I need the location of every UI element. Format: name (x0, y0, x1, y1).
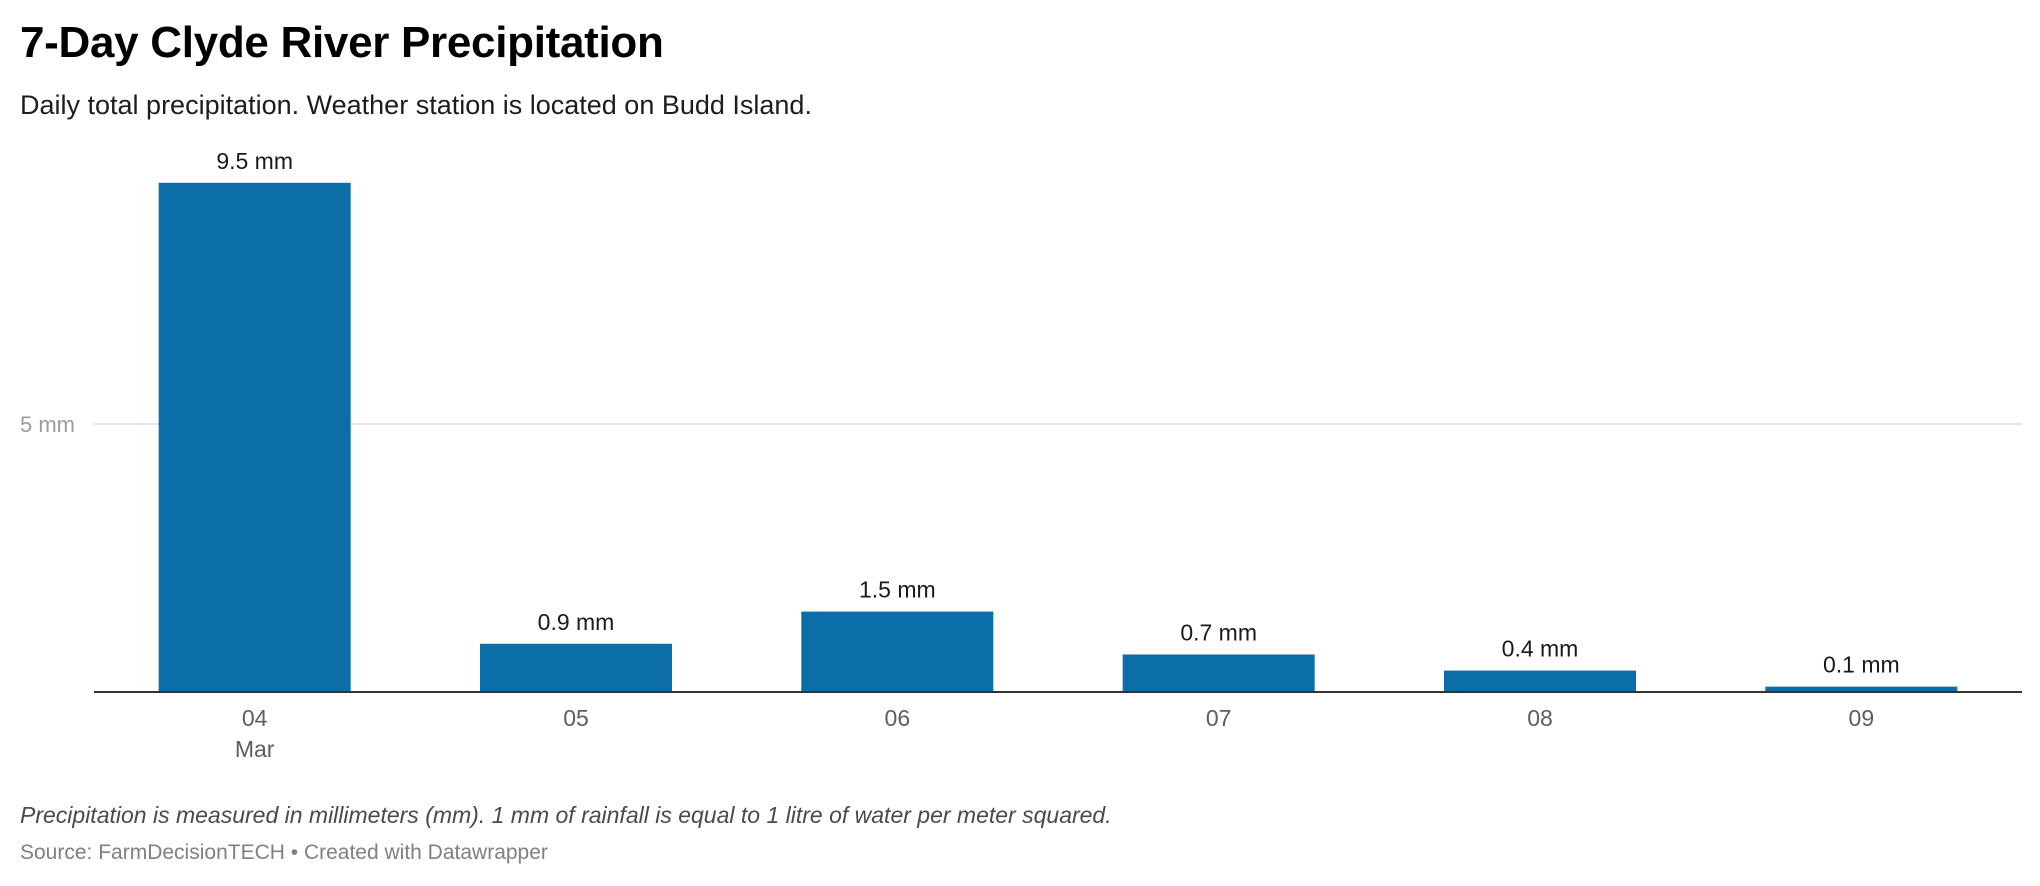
chart-notes: Precipitation is measured in millimeters… (20, 802, 1112, 828)
bar-value-label: 0.4 mm (1502, 636, 1579, 662)
datawrapper-credit: Created with Datawrapper (303, 841, 548, 864)
x-tick-label: 06 (885, 705, 911, 731)
bar-value-label: 1.5 mm (859, 577, 936, 603)
bar-value-label: 0.7 mm (1180, 619, 1257, 645)
x-tick-label: 09 (1849, 705, 1875, 731)
bar (1765, 686, 1958, 692)
bar (158, 182, 351, 693)
chart-title: 7-Day Clyde River Precipitation (20, 18, 664, 67)
x-tick-label: 05 (563, 705, 589, 731)
x-tick-label: 08 (1527, 705, 1553, 731)
bar-value-label: 9.5 mm (216, 148, 293, 174)
x-tick-label: 04 (242, 705, 268, 731)
bar (1122, 654, 1315, 692)
y-tick-label: 5 mm (20, 412, 75, 437)
bar-chart: 5 mm 9.5 mm 04 Mar 0.9 mm 05 1.5 mm 06 0.7 mm 07 0… (20, 148, 2022, 762)
chart-subtitle: Daily total precipitation. Weather stati… (20, 90, 812, 120)
chart-source: Source: FarmDecisionTECH • Created with … (20, 841, 548, 865)
bar (801, 611, 994, 692)
source-prefix: Source: (20, 841, 99, 864)
source-name: FarmDecisionTECH (98, 841, 285, 864)
bar-value-label: 0.1 mm (1823, 652, 1900, 678)
bar (480, 643, 672, 692)
bar-value-label: 0.9 mm (538, 609, 615, 635)
x-tick-sublabel: Mar (235, 736, 275, 762)
source-separator: • (284, 841, 304, 864)
bar (1444, 670, 1636, 692)
x-tick-label: 07 (1206, 705, 1232, 731)
